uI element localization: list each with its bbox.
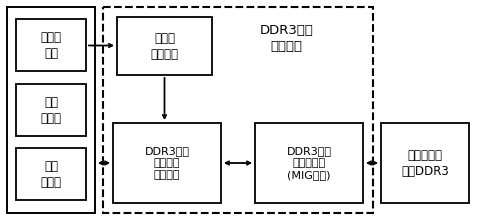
- Bar: [16, 148, 86, 200]
- Text: DDR3用户
接口仲裁
控制模块: DDR3用户 接口仲裁 控制模块: [144, 146, 190, 180]
- Text: DDR3存储
器控制模块
(MIG生成): DDR3存储 器控制模块 (MIG生成): [286, 146, 332, 180]
- Bar: [7, 7, 95, 213]
- Bar: [117, 17, 212, 75]
- Bar: [16, 84, 86, 136]
- Text: 帧地址
控制模块: 帧地址 控制模块: [150, 31, 178, 60]
- Text: DDR3存储
管理系统: DDR3存储 管理系统: [260, 24, 314, 53]
- Bar: [255, 123, 363, 203]
- Text: 图形生
成写: 图形生 成写: [40, 31, 62, 60]
- Bar: [113, 123, 221, 203]
- Text: 叠加
输出读: 叠加 输出读: [40, 160, 62, 189]
- Text: 视频
处理写: 视频 处理写: [40, 95, 62, 125]
- Bar: [103, 7, 373, 213]
- Text: 外部存储器
两片DDR3: 外部存储器 两片DDR3: [401, 148, 449, 178]
- Bar: [16, 20, 86, 72]
- Bar: [381, 123, 469, 203]
